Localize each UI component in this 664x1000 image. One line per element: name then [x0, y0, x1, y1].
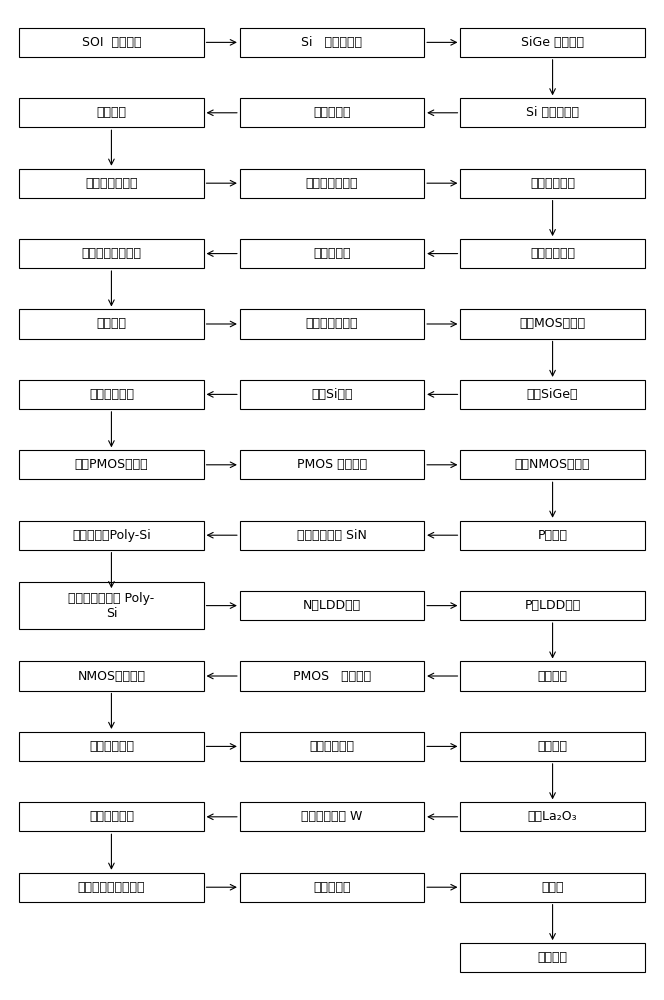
FancyBboxPatch shape: [19, 169, 204, 198]
FancyBboxPatch shape: [460, 591, 645, 620]
FancyBboxPatch shape: [240, 591, 424, 620]
FancyBboxPatch shape: [460, 661, 645, 691]
FancyBboxPatch shape: [19, 661, 204, 691]
FancyBboxPatch shape: [240, 450, 424, 479]
FancyBboxPatch shape: [460, 169, 645, 198]
Text: NMOS源漏制备: NMOS源漏制备: [78, 670, 145, 683]
Text: 刻蚀PMOS有源区: 刻蚀PMOS有源区: [74, 458, 148, 471]
Text: 刻蚀伪栅: 刻蚀伪栅: [538, 740, 568, 753]
FancyBboxPatch shape: [460, 802, 645, 831]
FancyBboxPatch shape: [460, 239, 645, 268]
FancyBboxPatch shape: [460, 450, 645, 479]
Text: 光刻MOS有源区: 光刻MOS有源区: [519, 317, 586, 330]
Text: PMOS   源漏制备: PMOS 源漏制备: [293, 670, 371, 683]
FancyBboxPatch shape: [460, 732, 645, 761]
FancyBboxPatch shape: [19, 732, 204, 761]
Text: 化学机械抛光: 化学机械抛光: [309, 740, 355, 753]
Text: 淀积栅极金属 W: 淀积栅极金属 W: [301, 810, 363, 823]
Text: 光刻基极: 光刻基极: [96, 317, 126, 330]
Text: 基极重掺杂注入: 基极重掺杂注入: [305, 317, 359, 330]
Text: 淀积伪栅及Poly-Si: 淀积伪栅及Poly-Si: [72, 529, 151, 542]
FancyBboxPatch shape: [240, 873, 424, 902]
FancyBboxPatch shape: [460, 28, 645, 57]
Text: 集电区隔离制备: 集电区隔离制备: [305, 177, 359, 190]
Text: 淀积二氧化硅: 淀积二氧化硅: [89, 740, 134, 753]
Text: 集电极重掺杂注入: 集电极重掺杂注入: [82, 247, 141, 260]
Text: 光刻基区隔离: 光刻基区隔离: [530, 177, 575, 190]
Text: P型LDD制备: P型LDD制备: [525, 599, 581, 612]
FancyBboxPatch shape: [240, 732, 424, 761]
FancyBboxPatch shape: [240, 521, 424, 550]
FancyBboxPatch shape: [19, 98, 204, 127]
FancyBboxPatch shape: [19, 380, 204, 409]
FancyBboxPatch shape: [460, 943, 645, 972]
Text: Si 发射区制备: Si 发射区制备: [526, 106, 579, 119]
Text: SiGe 基区制备: SiGe 基区制备: [521, 36, 584, 49]
FancyBboxPatch shape: [240, 239, 424, 268]
Text: 淀积二氧化硅: 淀积二氧化硅: [89, 388, 134, 401]
Text: 外延SiGe层: 外延SiGe层: [527, 388, 578, 401]
Text: 淀积Si帽层: 淀积Si帽层: [311, 388, 353, 401]
Text: 光刻隔离区: 光刻隔离区: [313, 106, 351, 119]
Text: SOI  衬底制备: SOI 衬底制备: [82, 36, 141, 49]
FancyBboxPatch shape: [19, 521, 204, 550]
FancyBboxPatch shape: [19, 873, 204, 902]
FancyBboxPatch shape: [240, 309, 424, 339]
Text: 光刻集电极: 光刻集电极: [313, 247, 351, 260]
Text: 淀积介质层二氧化硅: 淀积介质层二氧化硅: [78, 881, 145, 894]
Text: 光刻集电区隔离: 光刻集电区隔离: [85, 177, 137, 190]
Text: 基区隔离制备: 基区隔离制备: [530, 247, 575, 260]
Text: N型LDD制备: N型LDD制备: [303, 599, 361, 612]
FancyBboxPatch shape: [460, 873, 645, 902]
Text: 隔离制备: 隔离制备: [96, 106, 126, 119]
Text: Si   集电区外延: Si 集电区外延: [301, 36, 363, 49]
FancyBboxPatch shape: [460, 521, 645, 550]
FancyBboxPatch shape: [460, 98, 645, 127]
FancyBboxPatch shape: [19, 450, 204, 479]
FancyBboxPatch shape: [240, 98, 424, 127]
FancyBboxPatch shape: [240, 380, 424, 409]
Text: P阱注入: P阱注入: [538, 529, 568, 542]
FancyBboxPatch shape: [240, 661, 424, 691]
Text: 化学机械抛光: 化学机械抛光: [89, 810, 134, 823]
FancyBboxPatch shape: [19, 582, 204, 629]
FancyBboxPatch shape: [240, 28, 424, 57]
FancyBboxPatch shape: [240, 169, 424, 198]
Text: 光刻引线孔: 光刻引线孔: [313, 881, 351, 894]
Text: 侧墙制备: 侧墙制备: [538, 670, 568, 683]
FancyBboxPatch shape: [460, 380, 645, 409]
Text: 淀积伪栅介质 SiN: 淀积伪栅介质 SiN: [297, 529, 367, 542]
Text: 金属化: 金属化: [541, 881, 564, 894]
Text: 刻蚀NMOS有源区: 刻蚀NMOS有源区: [515, 458, 590, 471]
Text: PMOS 阈值调整: PMOS 阈值调整: [297, 458, 367, 471]
Text: 刻蚀伪栅和介质 Poly-
Si: 刻蚀伪栅和介质 Poly- Si: [68, 592, 155, 620]
Text: 淀积La₂O₃: 淀积La₂O₃: [528, 810, 578, 823]
FancyBboxPatch shape: [19, 309, 204, 339]
Text: 光刻引线: 光刻引线: [538, 951, 568, 964]
FancyBboxPatch shape: [240, 802, 424, 831]
FancyBboxPatch shape: [19, 802, 204, 831]
FancyBboxPatch shape: [19, 239, 204, 268]
FancyBboxPatch shape: [19, 28, 204, 57]
FancyBboxPatch shape: [460, 309, 645, 339]
